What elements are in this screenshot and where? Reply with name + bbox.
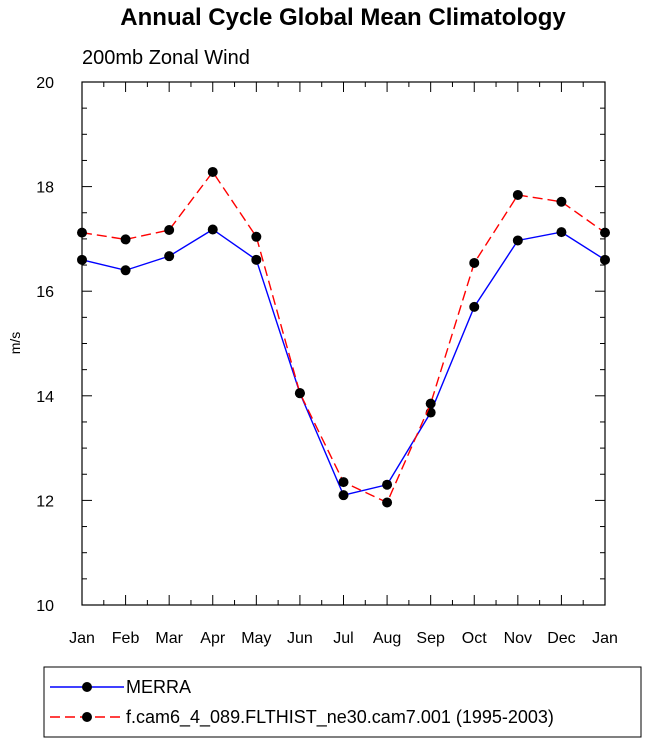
- y-tick-label: 20: [36, 75, 54, 92]
- y-axis-label: m/s: [7, 332, 23, 355]
- data-point: [294, 388, 305, 399]
- y-tick-label: 10: [36, 598, 54, 615]
- series-layer: [77, 166, 610, 508]
- x-tick-label: Aug: [373, 630, 401, 647]
- series-0: [77, 224, 610, 501]
- y-tick-label: 12: [36, 493, 54, 510]
- data-point: [338, 477, 349, 488]
- data-point: [469, 301, 480, 312]
- data-point: [251, 231, 262, 242]
- legend-item: MERRA: [50, 677, 191, 697]
- x-tick-label: Sep: [416, 630, 445, 647]
- x-tick-label: Jun: [287, 630, 313, 647]
- series-line: [81, 170, 606, 504]
- legend-marker: [82, 682, 92, 692]
- data-point: [120, 265, 131, 276]
- x-tick-label: Nov: [504, 630, 532, 647]
- data-point: [382, 497, 393, 508]
- legend-label: f.cam6_4_089.FLTHIST_ne30.cam7.001 (1995…: [126, 707, 554, 728]
- data-point: [425, 398, 436, 409]
- x-tick-label: Jan: [592, 630, 618, 647]
- legend: MERRA f.cam6_4_089.FLTHIST_ne30.cam7.001 …: [43, 666, 642, 738]
- chart-title: Annual Cycle Global Mean Climatology: [120, 4, 566, 31]
- data-point: [77, 227, 87, 238]
- legend-marker: [82, 712, 92, 722]
- data-point: [512, 189, 523, 200]
- series-line: [81, 228, 606, 496]
- x-tick-label: Mar: [155, 630, 183, 647]
- x-tick-label: Jan: [69, 630, 95, 647]
- ticks-layer: Jan Feb Mar Apr May Jun Jul Aug Sep Oct Nov Dec Jan 1…: [36, 75, 618, 647]
- data-point: [164, 225, 175, 236]
- data-point: [251, 254, 262, 265]
- legend-label: MERRA: [126, 677, 191, 697]
- y-tick-label: 16: [36, 284, 54, 301]
- data-point: [338, 490, 349, 501]
- series-1: [77, 166, 610, 508]
- x-tick-label: Jul: [333, 630, 353, 647]
- data-point: [207, 224, 218, 235]
- x-tick-label: Dec: [547, 630, 575, 647]
- data-point: [164, 251, 175, 262]
- x-tick-label: Apr: [200, 630, 226, 647]
- y-tick-label: 18: [36, 180, 54, 197]
- data-point: [556, 227, 567, 238]
- data-point: [77, 254, 87, 265]
- legend-item: f.cam6_4_089.FLTHIST_ne30.cam7.001 (1995…: [50, 707, 554, 728]
- data-point: [556, 196, 567, 207]
- data-point: [600, 254, 610, 265]
- legend-box: [43, 666, 642, 738]
- x-tick-label: May: [241, 630, 271, 647]
- data-point: [207, 166, 218, 177]
- x-tick-label: Oct: [462, 630, 487, 647]
- data-point: [469, 257, 480, 268]
- data-point: [382, 479, 393, 490]
- y-tick-label: 14: [36, 389, 54, 406]
- plot-frame: [81, 81, 606, 606]
- data-point: [120, 234, 131, 245]
- x-tick-label: Feb: [112, 630, 140, 647]
- data-point: [600, 227, 610, 238]
- data-point: [512, 235, 523, 246]
- chart-subtitle: 200mb Zonal Wind: [82, 47, 250, 69]
